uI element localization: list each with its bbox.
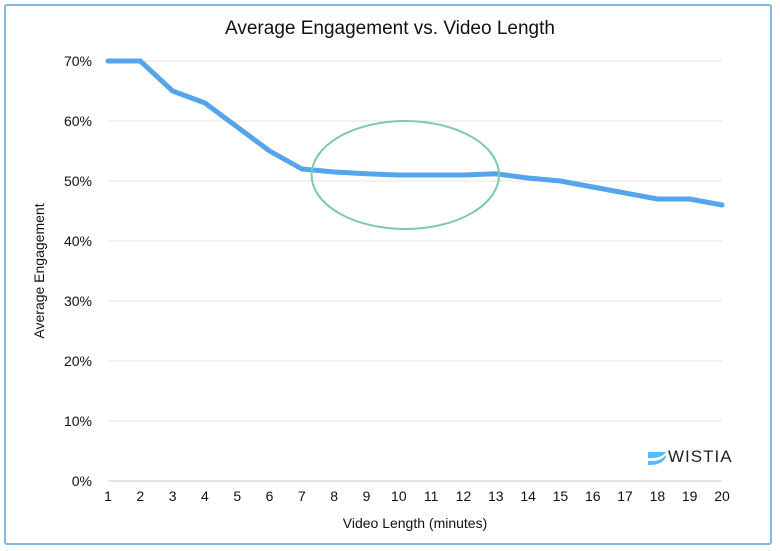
y-axis-ticks: 0% 10% 20% 30% 40% 50% 60% 70% [64, 53, 92, 489]
y-tick-label: 10% [64, 413, 92, 429]
x-tick-label: 19 [682, 488, 698, 504]
wistia-logo-icon [648, 452, 666, 465]
x-tick-label: 5 [233, 488, 241, 504]
y-tick-label: 20% [64, 353, 92, 369]
x-tick-label: 14 [520, 488, 536, 504]
x-tick-label: 7 [298, 488, 306, 504]
x-tick-label: 12 [456, 488, 472, 504]
y-tick-label: 60% [64, 113, 92, 129]
x-tick-label: 16 [585, 488, 601, 504]
chart-frame [4, 4, 772, 545]
x-tick-label: 2 [136, 488, 144, 504]
y-tick-label: 30% [64, 293, 92, 309]
x-tick-label: 3 [169, 488, 177, 504]
x-tick-label: 18 [650, 488, 666, 504]
x-axis-ticks: 1 2 3 4 5 6 7 8 9 10 11 12 13 14 15 16 17 18 19 20 [104, 488, 730, 504]
x-tick-label: 8 [330, 488, 338, 504]
gridlines [108, 60, 722, 482]
x-tick-label: 6 [266, 488, 274, 504]
series-group [105, 58, 725, 208]
x-tick-label: 20 [714, 488, 730, 504]
chart-title: Average Engagement vs. Video Length [225, 18, 555, 39]
y-tick-label: 70% [64, 53, 92, 69]
logo-text: WISTIA [668, 447, 733, 466]
series-line [105, 58, 725, 208]
y-tick-label: 40% [64, 233, 92, 249]
x-tick-label: 1 [104, 488, 112, 504]
x-tick-label: 11 [424, 488, 439, 504]
x-tick-label: 9 [363, 488, 371, 504]
x-tick-label: 15 [553, 488, 569, 504]
y-tick-label: 50% [64, 173, 92, 189]
y-tick-label: 0% [72, 473, 92, 489]
x-tick-label: 13 [488, 488, 504, 504]
x-tick-label: 10 [391, 488, 407, 504]
x-tick-label: 17 [617, 488, 633, 504]
x-axis-label: Video Length (minutes) [343, 515, 488, 531]
x-tick-label: 4 [201, 488, 209, 504]
wistia-logo: WISTIA [648, 447, 733, 466]
y-axis-label: Average Engagement [31, 203, 47, 338]
highlight-ellipse [310, 120, 501, 230]
